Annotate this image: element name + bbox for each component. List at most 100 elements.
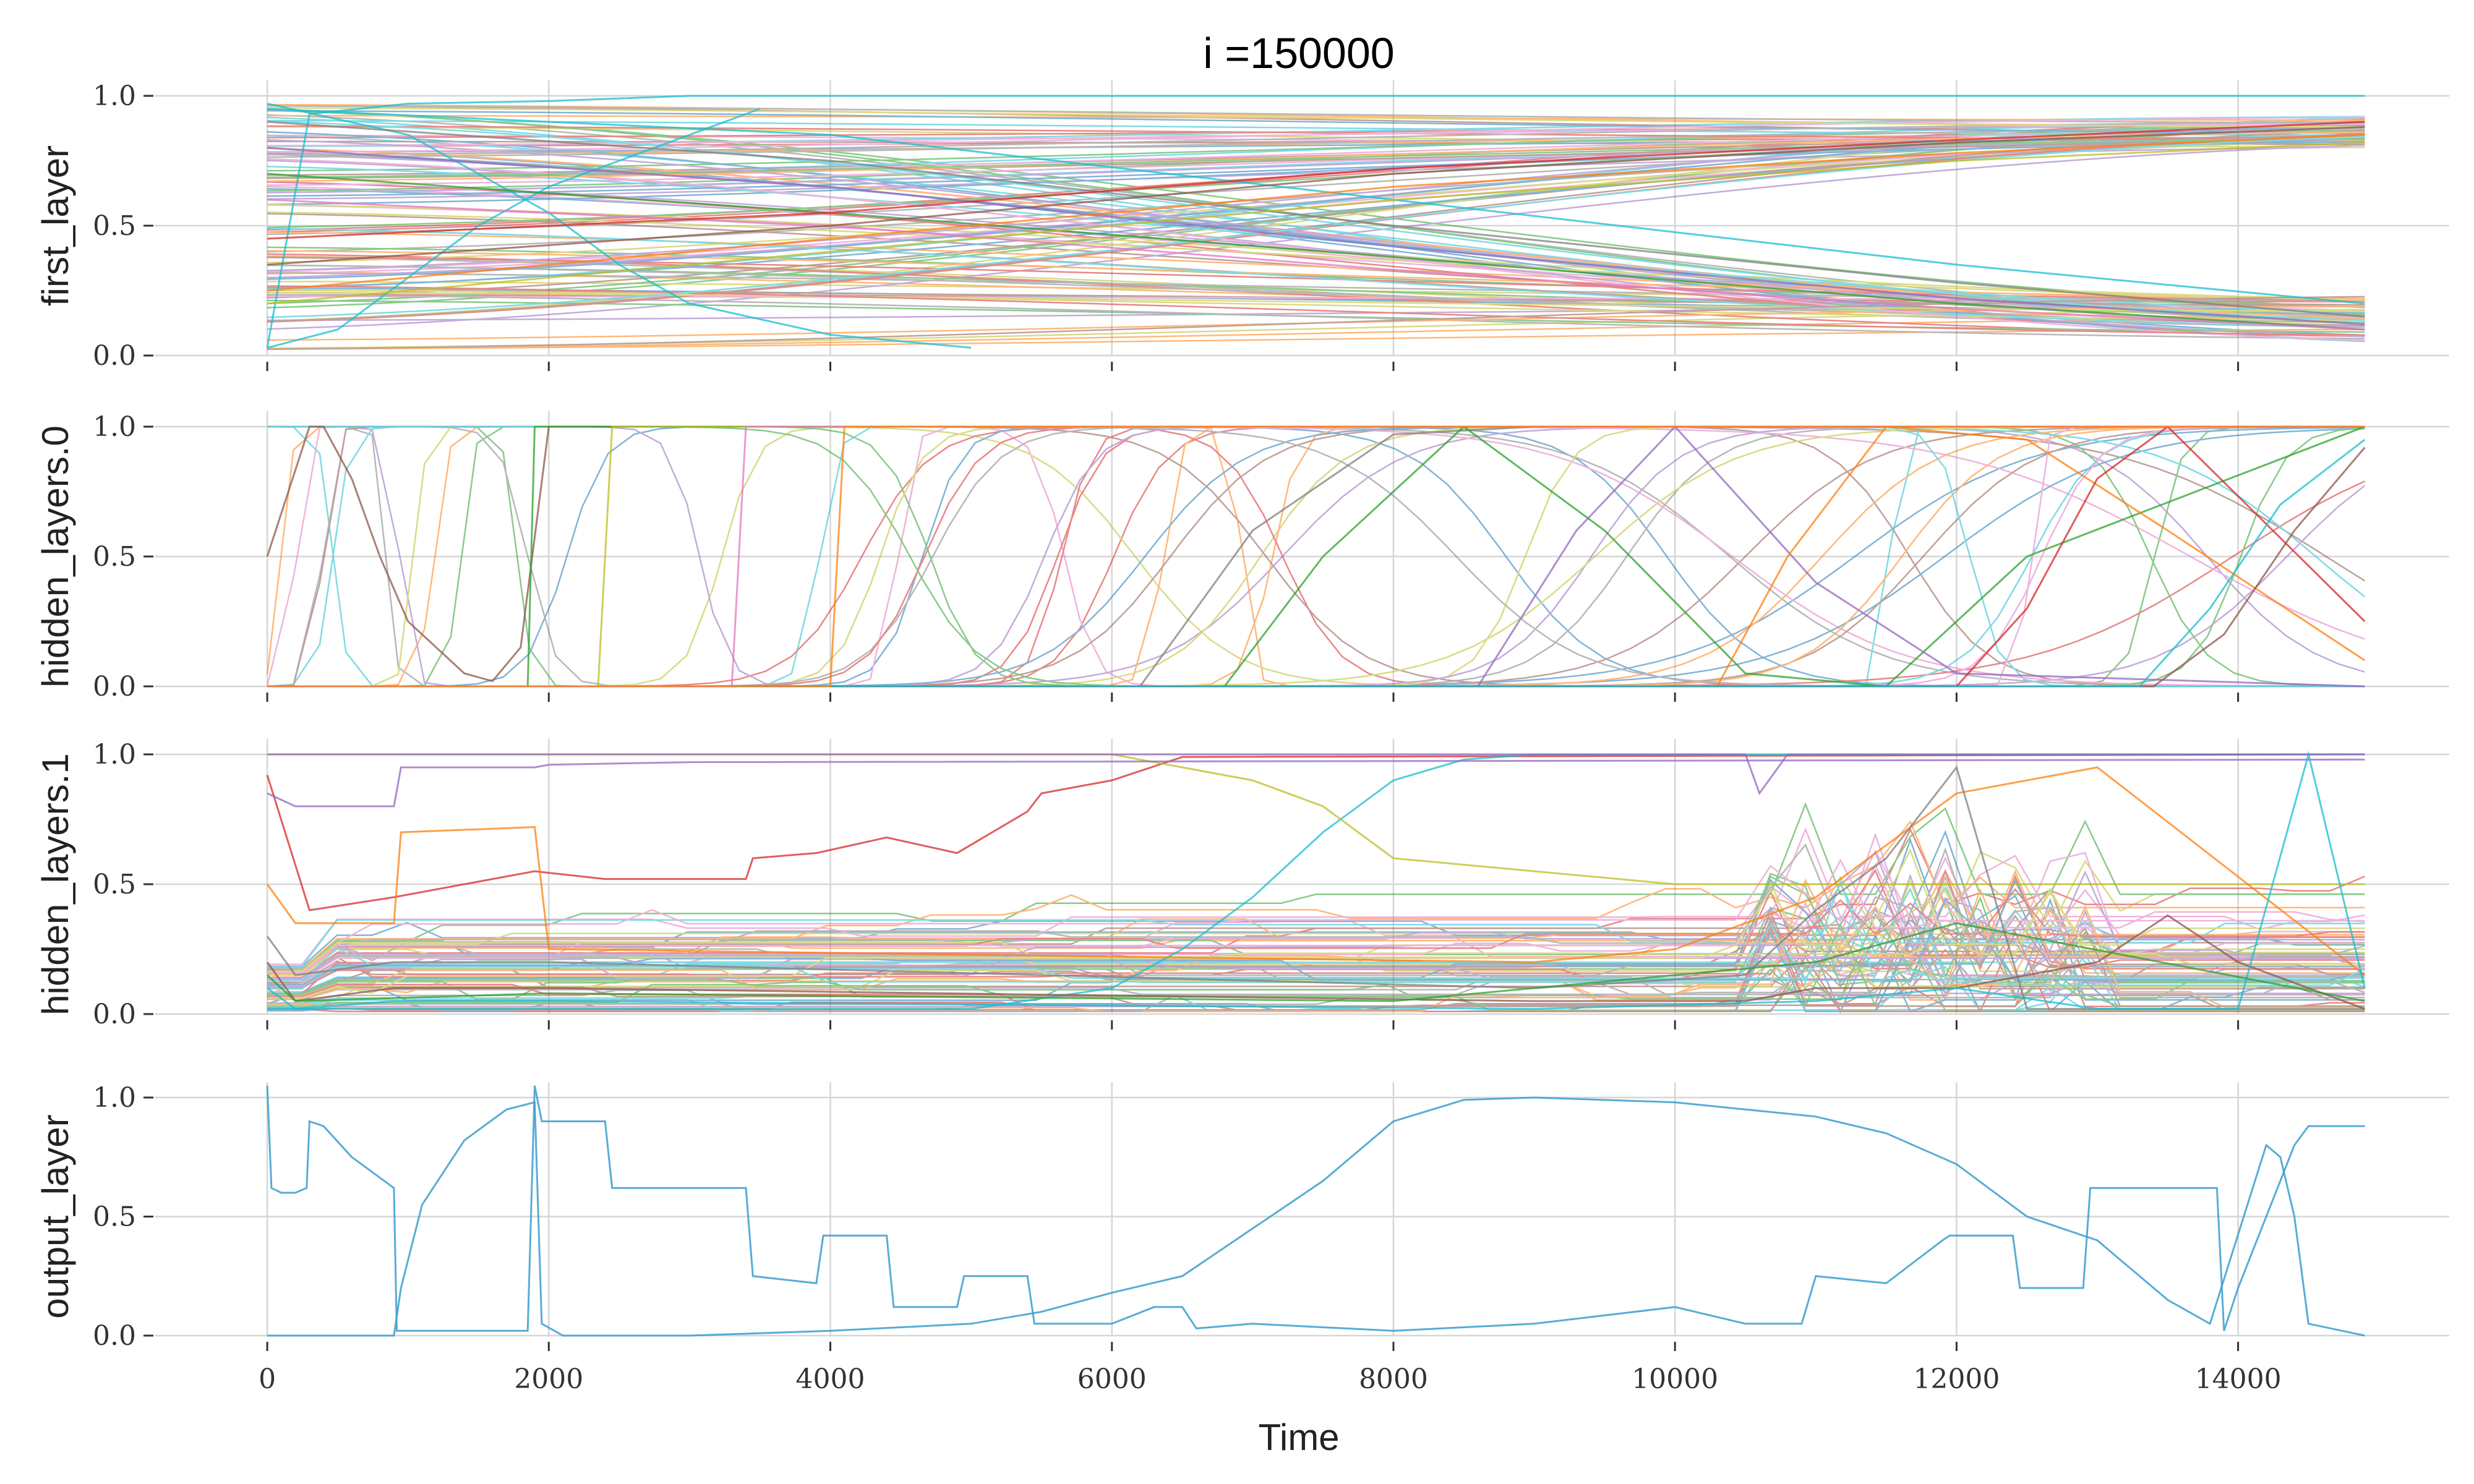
series-line bbox=[267, 147, 2365, 326]
y-tick-label: 0.5 bbox=[93, 869, 136, 900]
x-tick-label: 4000 bbox=[796, 1363, 865, 1395]
series-bundle bbox=[267, 103, 2365, 351]
series-line bbox=[267, 887, 2365, 973]
series-line bbox=[267, 890, 2365, 973]
series-line bbox=[267, 869, 2365, 997]
series-line bbox=[267, 127, 2365, 158]
x-tick-label: 8000 bbox=[1359, 1363, 1428, 1395]
series-line bbox=[267, 198, 2365, 331]
x-tick-label: 6000 bbox=[1077, 1363, 1147, 1395]
y-tick-label: 0.5 bbox=[93, 210, 136, 242]
series-line bbox=[267, 425, 2365, 640]
y-tick-label: 0.0 bbox=[93, 340, 136, 372]
series-line bbox=[266, 753, 2365, 911]
series-line bbox=[267, 896, 2365, 1013]
series-line bbox=[267, 869, 2365, 995]
series-line bbox=[267, 120, 2365, 322]
x-tick-label: 0 bbox=[259, 1363, 276, 1395]
series-line bbox=[267, 758, 2365, 808]
series-line bbox=[266, 765, 2365, 1010]
series-line bbox=[267, 294, 2365, 339]
panel-2: 0.0 0.5 1.0 hidden_layers.1 bbox=[35, 739, 2449, 1030]
y-tick-label: 0.0 bbox=[93, 1320, 136, 1352]
series-line bbox=[267, 142, 2365, 305]
series-line bbox=[267, 121, 2365, 240]
series-bundle bbox=[267, 802, 2365, 1013]
series-line bbox=[267, 119, 2365, 137]
series-line bbox=[267, 135, 2365, 318]
series-line bbox=[266, 914, 2365, 1010]
series-line bbox=[267, 1096, 2365, 1337]
series-line bbox=[267, 107, 2365, 128]
series-line bbox=[267, 849, 2365, 973]
panels: 0.0 0.5 1.0 first_layer 0.0 0.5 1.0 hidden_laye… bbox=[35, 80, 2449, 1395]
series-line bbox=[267, 940, 2365, 1012]
series-line bbox=[267, 753, 2365, 796]
y-axis-label: hidden_layers.0 bbox=[35, 425, 76, 688]
y-tick-label: 0.5 bbox=[93, 541, 136, 573]
series-line bbox=[267, 438, 2366, 688]
series-line bbox=[267, 922, 2365, 1002]
series-line bbox=[267, 103, 972, 349]
x-tick-label: 10000 bbox=[1632, 1363, 1718, 1395]
x-tick-label: 14000 bbox=[2195, 1363, 2282, 1395]
series-line bbox=[267, 820, 2365, 979]
series-line bbox=[267, 211, 2365, 301]
series-line bbox=[267, 918, 2365, 990]
series-line bbox=[267, 328, 2365, 350]
series-line bbox=[266, 95, 2365, 348]
series-line bbox=[267, 250, 2365, 300]
series-line bbox=[267, 186, 2365, 321]
series-line bbox=[267, 158, 2365, 341]
series-line bbox=[267, 875, 2365, 980]
series-line bbox=[267, 802, 2365, 972]
y-tick-label: 0.0 bbox=[93, 999, 136, 1030]
series-line bbox=[266, 425, 2365, 683]
series-line bbox=[267, 138, 2365, 179]
series-line bbox=[267, 898, 2365, 986]
series-line bbox=[267, 122, 2365, 271]
y-axis-label: hidden_layers.1 bbox=[35, 753, 76, 1015]
y-tick-label: 1.0 bbox=[93, 739, 136, 770]
series-line bbox=[267, 140, 2365, 179]
series-line bbox=[266, 425, 2365, 675]
series-line bbox=[266, 766, 2366, 976]
panel-1: 0.0 0.5 1.0 hidden_layers.0 bbox=[35, 411, 2449, 702]
series-line bbox=[267, 126, 2365, 266]
series-line bbox=[267, 109, 2365, 309]
y-tick-label: 0.5 bbox=[93, 1201, 136, 1233]
x-tick-label: 2000 bbox=[514, 1363, 583, 1395]
series-line bbox=[267, 887, 2365, 1012]
series-line bbox=[267, 135, 2365, 236]
chart-title: i =150000 bbox=[1203, 29, 1394, 77]
series-line bbox=[267, 851, 2365, 974]
series-line bbox=[267, 425, 2365, 688]
x-tick-label: 12000 bbox=[1913, 1363, 2000, 1395]
y-tick-label: 0.0 bbox=[93, 671, 136, 702]
series-line bbox=[266, 1085, 2365, 1332]
series-line bbox=[267, 227, 2365, 328]
series-line bbox=[267, 428, 2365, 688]
series-line bbox=[267, 203, 2365, 300]
series-line bbox=[267, 848, 2365, 999]
series-line bbox=[267, 878, 2365, 1013]
series-line bbox=[267, 134, 2365, 292]
y-tick-label: 1.0 bbox=[93, 1082, 136, 1114]
y-axis-label: output_layer bbox=[35, 1114, 76, 1318]
y-tick-label: 1.0 bbox=[93, 411, 136, 443]
series-line bbox=[267, 108, 761, 349]
y-axis-label: first_layer bbox=[35, 145, 76, 306]
series-line bbox=[267, 133, 2365, 323]
series-line bbox=[267, 753, 2365, 885]
series-line bbox=[267, 141, 2365, 197]
series-line bbox=[267, 121, 2365, 318]
series-line bbox=[267, 116, 2365, 153]
series-line bbox=[267, 485, 2366, 688]
series-line bbox=[267, 109, 2365, 134]
series-line bbox=[267, 425, 2365, 688]
series-line bbox=[267, 173, 2365, 331]
panel-0: 0.0 0.5 1.0 first_layer bbox=[35, 80, 2449, 372]
x-axis-label: Time bbox=[1258, 1417, 1339, 1458]
series-line bbox=[267, 285, 2365, 336]
